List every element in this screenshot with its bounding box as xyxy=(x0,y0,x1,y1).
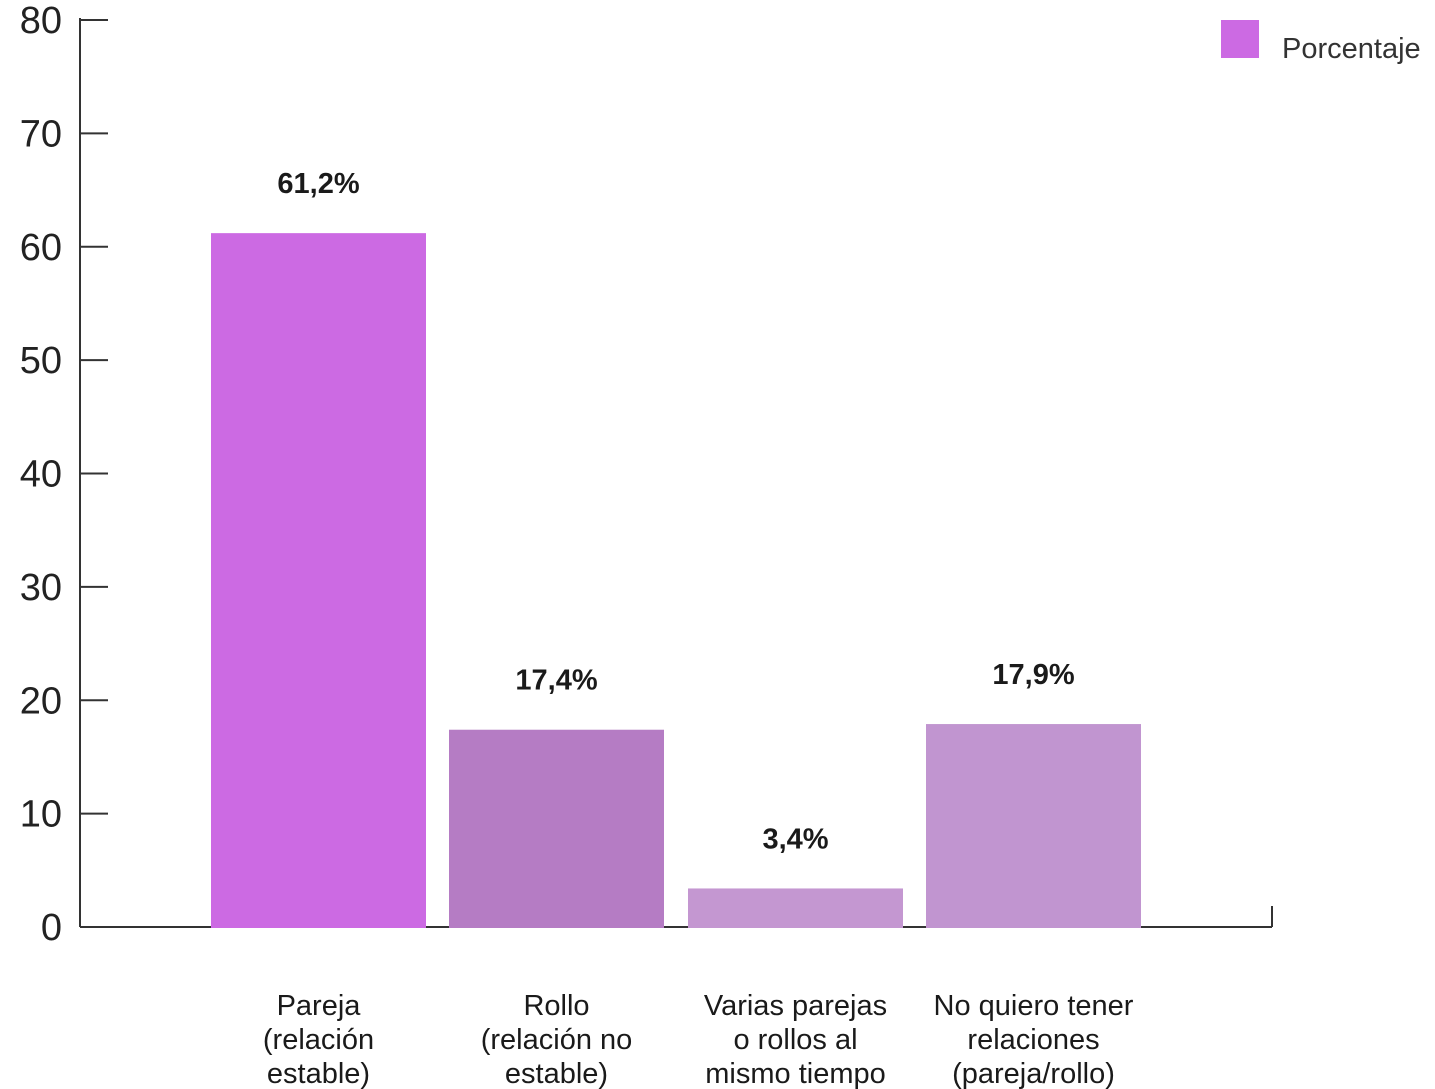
bar xyxy=(211,233,426,928)
bars xyxy=(211,233,1141,928)
y-tick-label: 0 xyxy=(41,907,62,949)
bar xyxy=(449,729,664,928)
data-label: 17,9% xyxy=(992,659,1074,691)
data-label: 17,4% xyxy=(515,665,597,697)
y-tick-label: 40 xyxy=(20,454,62,496)
y-tick-label: 60 xyxy=(20,227,62,269)
legend-swatch xyxy=(1221,20,1259,58)
data-label: 3,4% xyxy=(762,823,828,855)
x-tick-label: Pareja (relación estable) xyxy=(263,990,374,1089)
y-tick-label: 30 xyxy=(20,567,62,609)
x-tick-label: Varias parejas o rollos al mismo tiempo xyxy=(704,990,887,1089)
y-tick-label: 10 xyxy=(20,794,62,836)
bar xyxy=(688,888,903,928)
legend: Porcentaje xyxy=(1221,20,1421,65)
x-tick-label: No quiero tener relaciones (pareja/rollo) xyxy=(934,990,1134,1089)
y-tick-label: 20 xyxy=(20,680,62,722)
y-tick-label: 70 xyxy=(20,113,62,155)
x-axis-labels: Pareja (relación estable) Rollo (relación no… xyxy=(263,990,1134,1089)
y-tick-label: 50 xyxy=(20,340,62,382)
data-labels: 61,2% 17,4% 3,4% 17,9% xyxy=(277,168,1074,855)
bar xyxy=(926,724,1141,928)
x-tick-label: Rollo (relación no estable) xyxy=(481,990,633,1089)
legend-label: Porcentaje xyxy=(1282,33,1421,65)
data-label: 61,2% xyxy=(277,168,359,200)
y-tick-label: 80 xyxy=(20,0,62,42)
